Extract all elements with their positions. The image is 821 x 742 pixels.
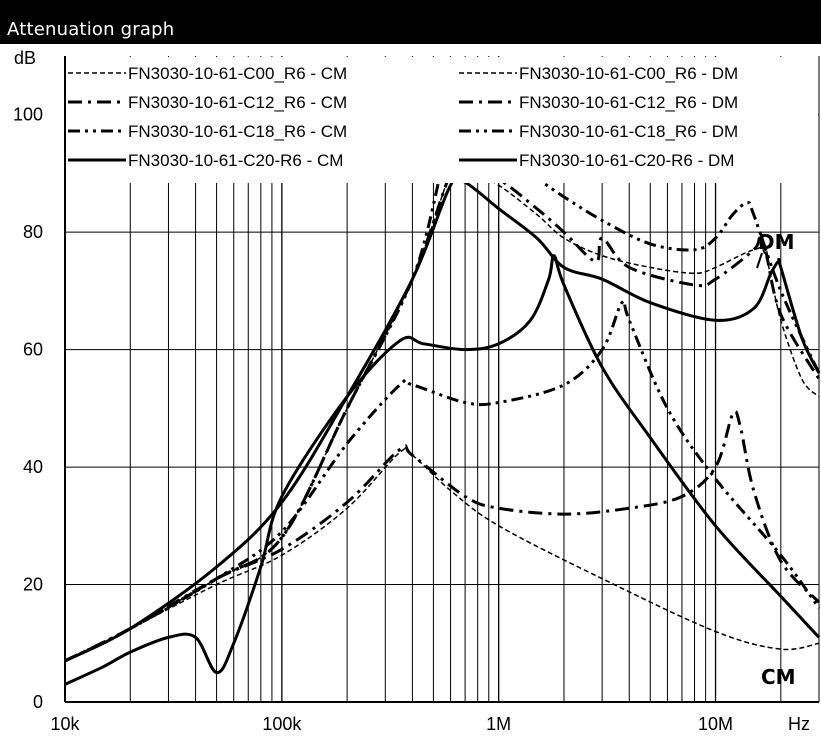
chart-title: Attenuation graph [7, 19, 175, 40]
legend-background [66, 57, 818, 183]
x-axis-label: Hz [788, 714, 810, 734]
legend-label: FN3030-10-61-C20-R6 - CM [128, 151, 343, 170]
y-axis-label: dB [14, 48, 36, 68]
y-tick-label: 0 [33, 692, 43, 712]
x-tick-label: 10k [50, 714, 80, 734]
legend-label: FN3030-10-61-C00_R6 - DM [519, 64, 738, 83]
series-line-7 [65, 254, 821, 686]
y-tick-label: 80 [23, 222, 43, 242]
axes [64, 56, 820, 703]
legend-label: FN3030-10-61-C20-R6 - DM [519, 151, 734, 170]
labels: 0 20 40 60 80 100 10k 100k 1M 10M dB Hz DM CM [13, 48, 810, 734]
series-line-4 [65, 161, 821, 663]
x-tick-label: 1M [486, 714, 511, 734]
header-bar: Attenuation graph [0, 0, 821, 44]
legend-label: FN3030-10-61-C12_R6 - DM [519, 93, 738, 112]
legend-label: FN3030-10-61-C18_R6 - DM [519, 122, 738, 141]
y-tick-label: 100 [13, 105, 43, 125]
annotation-dm-arrow [756, 252, 763, 269]
series-line-8 [65, 174, 821, 663]
x-tick-label: 10M [698, 714, 733, 734]
legend-label: FN3030-10-61-C18_R6 - CM [128, 122, 347, 141]
y-tick-label: 20 [23, 575, 43, 595]
annotation-cm: CM [761, 665, 796, 689]
y-tick-label: 40 [23, 457, 43, 477]
x-tick-label: 100k [262, 714, 302, 734]
legend: FN3030-10-61-C00_R6 - CM FN3030-10-61-C00… [66, 57, 818, 183]
series-line-5 [65, 299, 821, 663]
y-tick-label: 60 [23, 340, 43, 360]
legend-label: FN3030-10-61-C12_R6 - CM [128, 93, 347, 112]
annotation-dm: DM [758, 230, 795, 254]
legend-label: FN3030-10-61-C00_R6 - CM [128, 64, 347, 83]
